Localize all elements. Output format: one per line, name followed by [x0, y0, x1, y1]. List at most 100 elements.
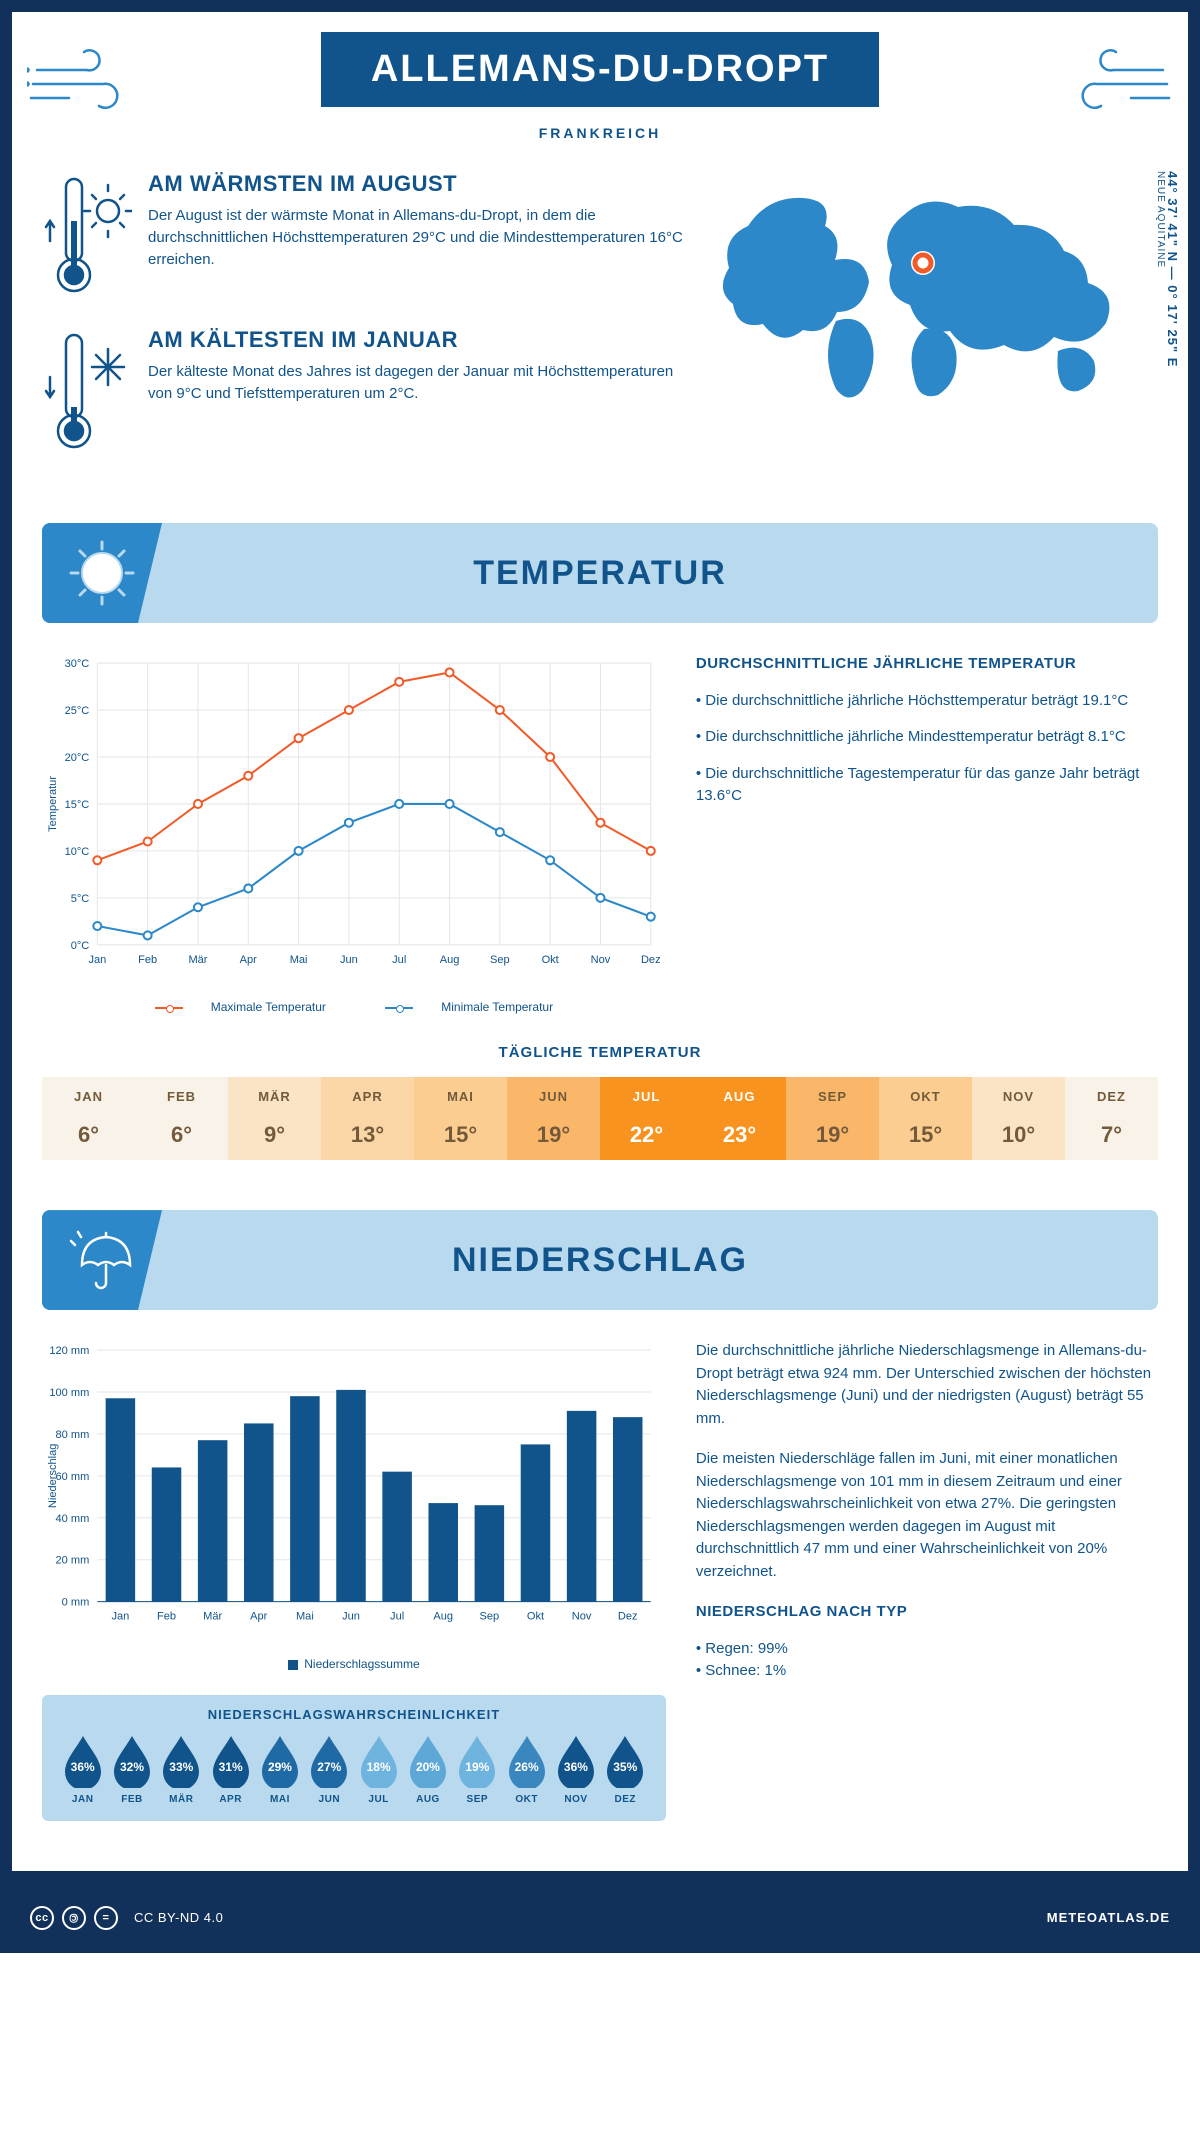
temp-chart-legend: Maximale Temperatur Minimale Temperatur	[42, 1000, 666, 1014]
svg-text:Dez: Dez	[618, 1611, 638, 1623]
svg-text:0°C: 0°C	[71, 940, 90, 952]
precip-para-1: Die durchschnittliche jährliche Niedersc…	[696, 1340, 1158, 1430]
probability-drop: 18%JUL	[354, 1734, 403, 1805]
svg-text:Aug: Aug	[440, 954, 460, 966]
warmest-heading: AM WÄRMSTEN IM AUGUST	[148, 171, 688, 197]
thermometer-cold-icon	[42, 327, 132, 457]
svg-text:Nov: Nov	[591, 954, 611, 966]
probability-drop: 33%MÄR	[157, 1734, 206, 1805]
svg-text:0 mm: 0 mm	[62, 1597, 90, 1609]
daily-temp-cell: SEP19°	[786, 1077, 879, 1160]
svg-text:25°C: 25°C	[65, 705, 90, 717]
sun-icon	[67, 538, 137, 608]
temp-text-heading: DURCHSCHNITTLICHE JÄHRLICHE TEMPERATUR	[696, 653, 1158, 676]
probability-drop: 26%OKT	[502, 1734, 551, 1805]
svg-text:120 mm: 120 mm	[49, 1345, 89, 1357]
svg-text:Aug: Aug	[433, 1611, 453, 1623]
thermometer-hot-icon	[42, 171, 132, 301]
daily-temp-cell: MAI15°	[414, 1077, 507, 1160]
svg-text:Mai: Mai	[290, 954, 308, 966]
daily-temp-cell: JUN19°	[507, 1077, 600, 1160]
svg-text:Jun: Jun	[340, 954, 358, 966]
coldest-text: Der kälteste Monat des Jahres ist dagege…	[148, 361, 688, 405]
header: ALLEMANS-DU-DROPT FRANKREICH	[42, 32, 1158, 141]
precip-para-2: Die meisten Niederschläge fallen im Juni…	[696, 1448, 1158, 1583]
svg-text:Okt: Okt	[542, 954, 559, 966]
svg-text:Jul: Jul	[392, 954, 406, 966]
daily-temp-cell: JAN6°	[42, 1077, 135, 1160]
daily-temp-cell: AUG23°	[693, 1077, 786, 1160]
prob-heading: NIEDERSCHLAGSWAHRSCHEINLICHKEIT	[58, 1707, 650, 1722]
wind-deco-left	[27, 42, 147, 122]
daily-temp-cell: DEZ7°	[1065, 1077, 1158, 1160]
svg-text:Apr: Apr	[250, 1611, 268, 1623]
svg-text:Sep: Sep	[480, 1611, 500, 1623]
precip-chart-legend: Niederschlagssumme	[42, 1657, 666, 1671]
temp-bullet: • Die durchschnittliche Tagestemperatur …	[696, 763, 1158, 808]
precip-type-bullet: • Regen: 99%	[696, 1638, 1158, 1661]
temperature-title: TEMPERATUR	[473, 554, 727, 593]
world-map-icon	[718, 171, 1138, 411]
coldest-heading: AM KÄLTESTEN IM JANUAR	[148, 327, 688, 353]
svg-text:Jun: Jun	[342, 1611, 360, 1623]
daily-temp-heading: TÄGLICHE TEMPERATUR	[42, 1044, 1158, 1061]
daily-temp-cell: MÄR9°	[228, 1077, 321, 1160]
nd-icon: =	[94, 1906, 118, 1930]
svg-text:80 mm: 80 mm	[56, 1429, 90, 1441]
svg-text:Okt: Okt	[527, 1611, 544, 1623]
svg-text:Jan: Jan	[88, 954, 106, 966]
svg-text:Jul: Jul	[390, 1611, 404, 1623]
umbrella-icon	[67, 1225, 137, 1295]
svg-text:20 mm: 20 mm	[56, 1555, 90, 1567]
svg-text:Mär: Mär	[203, 1611, 222, 1623]
svg-text:Sep: Sep	[490, 954, 510, 966]
brand-label: METEOATLAS.DE	[1047, 1910, 1170, 1925]
probability-drop: 19%SEP	[453, 1734, 502, 1805]
probability-drop: 27%JUN	[305, 1734, 354, 1805]
probability-drop: 29%MAI	[255, 1734, 304, 1805]
daily-temp-cell: OKT15°	[879, 1077, 972, 1160]
svg-text:30°C: 30°C	[65, 658, 90, 670]
svg-text:Jan: Jan	[111, 1611, 129, 1623]
probability-drop: 20%AUG	[403, 1734, 452, 1805]
probability-drop: 36%JAN	[58, 1734, 107, 1805]
page-subtitle: FRANKREICH	[42, 125, 1158, 141]
probability-drop: 31%APR	[206, 1734, 255, 1805]
svg-text:Nov: Nov	[572, 1611, 592, 1623]
precip-type-heading: NIEDERSCHLAG NACH TYP	[696, 1601, 1158, 1624]
svg-text:Apr: Apr	[240, 954, 258, 966]
svg-text:100 mm: 100 mm	[49, 1387, 89, 1399]
precip-probability-box: NIEDERSCHLAGSWAHRSCHEINLICHKEIT 36%JAN32…	[42, 1695, 666, 1821]
svg-text:40 mm: 40 mm	[56, 1513, 90, 1525]
svg-text:20°C: 20°C	[65, 752, 90, 764]
svg-text:15°C: 15°C	[65, 799, 90, 811]
temp-bullet: • Die durchschnittliche jährliche Mindes…	[696, 726, 1158, 749]
svg-text:Feb: Feb	[157, 1611, 176, 1623]
svg-text:Feb: Feb	[138, 954, 157, 966]
warmest-block: AM WÄRMSTEN IM AUGUST Der August ist der…	[42, 171, 688, 301]
probability-drop: 32%FEB	[107, 1734, 156, 1805]
daily-temp-cell: APR13°	[321, 1077, 414, 1160]
probability-drop: 35%DEZ	[601, 1734, 650, 1805]
svg-text:5°C: 5°C	[71, 893, 90, 905]
svg-text:Niederschlag: Niederschlag	[47, 1444, 59, 1508]
intro-section: AM WÄRMSTEN IM AUGUST Der August ist der…	[42, 171, 1158, 483]
daily-temp-cell: JUL22°	[600, 1077, 693, 1160]
temp-bullet: • Die durchschnittliche jährliche Höchst…	[696, 690, 1158, 713]
precip-bar-chart: 0 mm20 mm40 mm60 mm80 mm100 mm120 mmNied…	[42, 1340, 666, 1642]
daily-temp-cell: NOV10°	[972, 1077, 1065, 1160]
precip-type-bullet: • Schnee: 1%	[696, 1660, 1158, 1683]
precip-title: NIEDERSCHLAG	[452, 1241, 748, 1280]
daily-temp-grid: JAN6°FEB6°MÄR9°APR13°MAI15°JUN19°JUL22°A…	[42, 1077, 1158, 1160]
wind-deco-right	[1053, 42, 1173, 122]
probability-drop: 36%NOV	[551, 1734, 600, 1805]
coldest-block: AM KÄLTESTEN IM JANUAR Der kälteste Mona…	[42, 327, 688, 457]
temperature-line-chart: 0°C5°C10°C15°C20°C25°C30°CJanFebMärAprMa…	[42, 653, 666, 985]
svg-text:Mai: Mai	[296, 1611, 314, 1623]
page-title: ALLEMANS-DU-DROPT	[321, 32, 879, 107]
temperature-section-header: TEMPERATUR	[42, 523, 1158, 623]
coords-label: 44° 37' 41" N — 0° 17' 25" E	[1165, 171, 1180, 367]
svg-text:Mär: Mär	[188, 954, 207, 966]
by-icon: 🄯	[62, 1906, 86, 1930]
license-label: CC BY-ND 4.0	[134, 1910, 223, 1925]
